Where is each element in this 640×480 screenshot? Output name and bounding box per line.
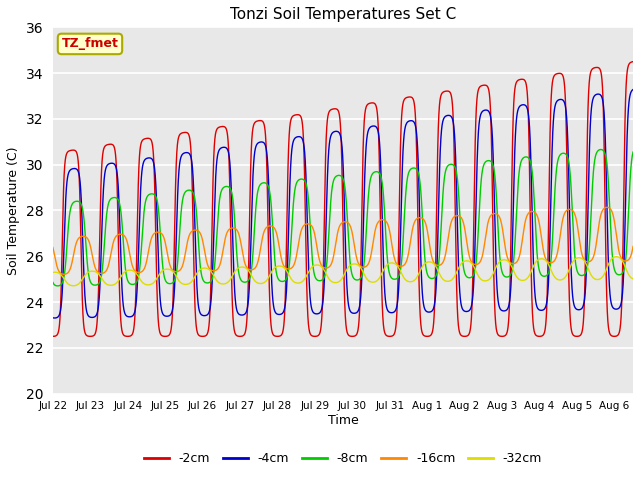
-2cm: [271, 333, 278, 339]
Line: -4cm: -4cm: [53, 89, 633, 318]
-2cm: [526, 189, 534, 194]
Text: TZ_fmet: TZ_fmet: [61, 37, 118, 50]
-8cm: [271, 255, 278, 261]
-4cm: [51, 315, 58, 321]
-32cm: [154, 273, 162, 279]
-32cm: [69, 283, 77, 288]
-4cm: [271, 308, 278, 313]
-4cm: [397, 216, 404, 222]
-16cm: [271, 226, 278, 231]
-16cm: [604, 204, 611, 210]
-2cm: [49, 334, 57, 339]
Legend: -2cm, -4cm, -8cm, -16cm, -32cm: -2cm, -4cm, -8cm, -16cm, -32cm: [139, 447, 547, 470]
Line: -2cm: -2cm: [53, 61, 633, 336]
-8cm: [397, 264, 404, 270]
-16cm: [154, 229, 162, 235]
-4cm: [482, 107, 490, 113]
-16cm: [49, 245, 57, 251]
-32cm: [629, 276, 637, 282]
-32cm: [612, 254, 620, 260]
X-axis label: Time: Time: [328, 414, 358, 427]
Y-axis label: Soil Temperature (C): Soil Temperature (C): [7, 146, 20, 275]
-8cm: [526, 157, 534, 163]
Title: Tonzi Soil Temperatures Set C: Tonzi Soil Temperatures Set C: [230, 7, 456, 22]
-32cm: [482, 278, 490, 284]
-8cm: [597, 147, 605, 153]
-32cm: [49, 270, 57, 276]
-8cm: [629, 149, 637, 155]
-32cm: [426, 259, 434, 265]
-2cm: [426, 333, 434, 338]
-8cm: [426, 276, 434, 281]
-8cm: [154, 205, 162, 211]
-16cm: [629, 243, 637, 249]
Line: -32cm: -32cm: [53, 257, 633, 286]
Line: -8cm: -8cm: [53, 150, 633, 286]
-4cm: [154, 256, 162, 262]
-8cm: [49, 279, 57, 285]
-16cm: [482, 231, 490, 237]
-16cm: [397, 264, 404, 269]
-8cm: [54, 283, 61, 289]
-16cm: [60, 271, 68, 277]
-2cm: [397, 132, 404, 138]
-32cm: [397, 269, 404, 275]
-16cm: [426, 247, 434, 252]
-32cm: [271, 265, 278, 271]
-2cm: [482, 83, 490, 88]
-4cm: [526, 133, 534, 139]
-2cm: [154, 317, 162, 323]
Line: -16cm: -16cm: [53, 207, 633, 274]
-4cm: [426, 309, 434, 315]
-2cm: [629, 59, 637, 64]
-32cm: [526, 271, 534, 277]
-4cm: [629, 86, 637, 92]
-8cm: [482, 159, 490, 165]
-4cm: [49, 315, 57, 321]
-16cm: [526, 209, 534, 215]
